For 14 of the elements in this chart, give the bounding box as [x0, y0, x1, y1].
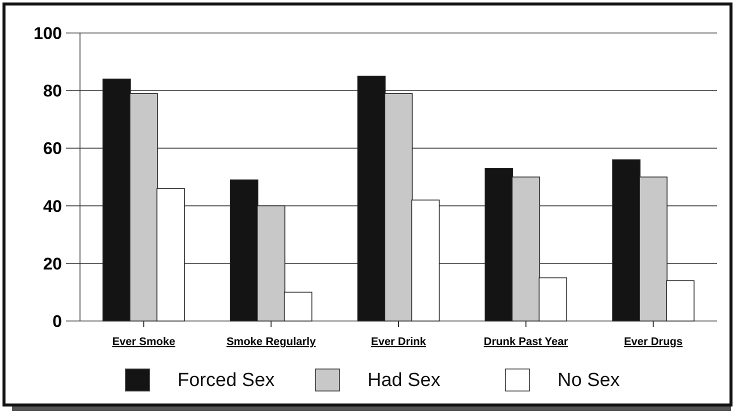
x-tick-label: Drunk Past Year [484, 336, 569, 348]
y-tick-label: 60 [43, 139, 62, 158]
legend-label: Forced Sex [178, 370, 276, 391]
y-tick-label: 20 [43, 254, 62, 274]
y-tick-label: 0 [52, 312, 62, 331]
x-tick-label: Ever Drugs [624, 336, 683, 348]
legend-label: Had Sex [368, 370, 441, 391]
x-tick-label: Smoke Regularly [226, 336, 317, 348]
y-tick-label: 100 [34, 24, 62, 43]
x-tick-label: Ever Drink [370, 336, 427, 348]
x-tick-label: Ever Smoke [112, 336, 176, 348]
y-tick-label: 80 [43, 82, 62, 101]
y-tick-label: 40 [43, 196, 62, 216]
text: No Sex [558, 370, 620, 391]
